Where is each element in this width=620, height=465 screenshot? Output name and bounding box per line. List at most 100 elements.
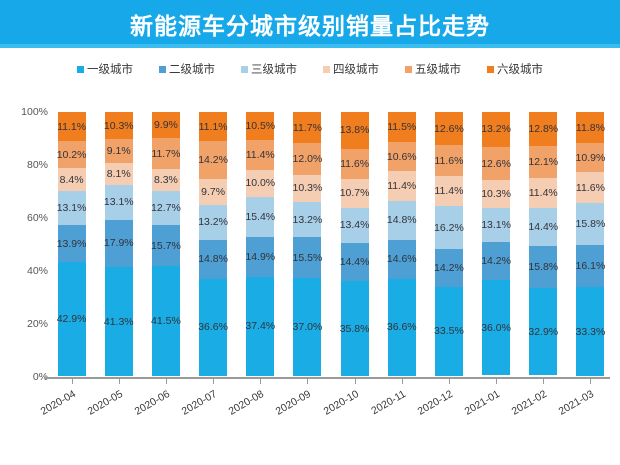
- legend-item[interactable]: 三级城市: [241, 61, 297, 77]
- bar-segment[interactable]: 14.6%: [387, 239, 417, 279]
- bar-segment[interactable]: 11.6%: [340, 148, 369, 180]
- bar-segment-label: 11.1%: [57, 120, 87, 133]
- bar-segment-label: 11.4%: [245, 148, 275, 161]
- bar-segment[interactable]: 10.6%: [387, 142, 417, 171]
- bar-segment[interactable]: 15.4%: [245, 196, 275, 238]
- legend-item[interactable]: 六级城市: [487, 61, 543, 77]
- bar-segment[interactable]: 10.0%: [245, 170, 275, 197]
- bar-segment[interactable]: 13.8%: [340, 112, 369, 149]
- bar-segment-label: 41.5%: [151, 315, 181, 328]
- bar-segment[interactable]: 11.4%: [434, 176, 463, 207]
- bar-segment[interactable]: 13.2%: [198, 204, 228, 240]
- bar-segment[interactable]: 32.9%: [528, 288, 558, 376]
- bar-segment[interactable]: 12.7%: [151, 191, 181, 225]
- bar-segment[interactable]: 11.4%: [245, 139, 275, 171]
- legend-swatch-icon: [77, 65, 84, 73]
- bar-segment[interactable]: 41.3%: [104, 266, 134, 377]
- bar-segment[interactable]: 37.0%: [293, 278, 322, 377]
- bar-column[interactable]: 9.9% 11.7% 8.3% 12.7% 15.7% 41.5%: [151, 112, 181, 377]
- bar-segment[interactable]: 33.3%: [576, 287, 605, 376]
- bar-segment[interactable]: 10.5%: [245, 112, 275, 140]
- bar-segment[interactable]: 12.6%: [434, 112, 464, 146]
- bar-segment[interactable]: 36.0%: [481, 279, 511, 376]
- bar-segment[interactable]: 11.8%: [576, 112, 605, 144]
- legend-swatch-icon: [323, 65, 330, 73]
- bar-segment[interactable]: 14.8%: [198, 239, 228, 279]
- bar-segment[interactable]: 14.4%: [528, 208, 558, 247]
- bar-column[interactable]: 13.2% 12.6% 10.3% 13.1% 14.2% 36.0%: [481, 112, 511, 377]
- bar-segment[interactable]: 9.9%: [151, 112, 180, 139]
- x-axis-tickmark: [118, 379, 120, 384]
- bar-segment[interactable]: 8.4%: [57, 168, 86, 191]
- bar-segment[interactable]: 10.3%: [293, 174, 322, 203]
- bar-segment[interactable]: 12.8%: [528, 112, 558, 146]
- legend-item[interactable]: 一级城市: [77, 61, 133, 77]
- bar-segment[interactable]: 10.2%: [57, 141, 86, 169]
- bar-column[interactable]: 11.1% 14.2% 9.7% 13.2% 14.8% 36.6%: [198, 112, 228, 377]
- bar-column[interactable]: 10.5% 11.4% 10.0% 15.4% 14.9% 37.4%: [245, 112, 275, 377]
- bar-segment[interactable]: 13.2%: [293, 202, 322, 238]
- bar-segment[interactable]: 15.5%: [293, 237, 322, 279]
- bar-segment[interactable]: 15.8%: [576, 202, 605, 245]
- bar-segment[interactable]: 37.4%: [245, 276, 275, 376]
- bar-segment[interactable]: 11.7%: [293, 112, 322, 143]
- legend-item[interactable]: 二级城市: [159, 61, 215, 77]
- x-axis-tickmark: [354, 379, 356, 384]
- bar-segment[interactable]: 14.2%: [198, 141, 228, 180]
- bar-segment[interactable]: 11.1%: [57, 112, 87, 142]
- bar-column[interactable]: 11.5% 10.6% 11.4% 14.8% 14.6% 36.6%: [387, 112, 417, 377]
- bar-segment[interactable]: 15.8%: [528, 246, 558, 289]
- bar-segment[interactable]: 14.4%: [340, 243, 369, 282]
- bar-segment[interactable]: 13.9%: [57, 225, 86, 263]
- bar-segment[interactable]: 16.2%: [434, 206, 464, 250]
- bar-segment[interactable]: 12.6%: [481, 146, 511, 181]
- bar-column[interactable]: 11.7% 12.0% 10.3% 13.2% 15.5% 37.0%: [293, 112, 322, 377]
- bar-segment[interactable]: 35.8%: [340, 281, 369, 377]
- bar-segment[interactable]: 13.1%: [481, 207, 511, 243]
- bar-segment[interactable]: 16.1%: [576, 244, 605, 288]
- bar-segment[interactable]: 33.5%: [434, 286, 464, 376]
- bar-column[interactable]: 10.3% 9.1% 8.1% 13.1% 17.9% 41.3%: [104, 112, 134, 377]
- legend-item[interactable]: 四级城市: [323, 61, 379, 77]
- bar-column[interactable]: 12.6% 11.6% 11.4% 16.2% 14.2% 33.5%: [434, 112, 464, 377]
- bar-segment[interactable]: 10.3%: [481, 180, 511, 208]
- bar-segment[interactable]: 10.3%: [104, 112, 134, 140]
- bar-segment[interactable]: 11.6%: [434, 145, 463, 177]
- bar-segment[interactable]: 12.0%: [293, 143, 322, 175]
- bar-segment-label: 10.3%: [481, 187, 511, 200]
- bar-segment[interactable]: 36.6%: [387, 278, 417, 376]
- bar-segment[interactable]: 13.1%: [57, 190, 86, 226]
- bar-segment[interactable]: 41.5%: [151, 266, 181, 377]
- bar-segment[interactable]: 42.9%: [57, 262, 86, 376]
- y-axis-tick-label: 80%: [26, 159, 48, 171]
- bar-segment[interactable]: 11.6%: [576, 172, 605, 203]
- bar-segment[interactable]: 9.1%: [104, 139, 133, 164]
- legend-item[interactable]: 五级城市: [405, 61, 461, 77]
- bar-segment[interactable]: 9.7%: [199, 179, 228, 205]
- bar-segment[interactable]: 15.7%: [151, 224, 181, 267]
- bar-segment-label: 14.2%: [481, 255, 511, 268]
- bar-segment[interactable]: 13.4%: [340, 207, 369, 244]
- bar-segment[interactable]: 11.1%: [199, 112, 228, 142]
- bar-segment[interactable]: 13.2%: [481, 112, 511, 147]
- bar-column[interactable]: 13.8% 11.6% 10.7% 13.4% 14.4% 35.8%: [340, 112, 369, 377]
- bar-segment[interactable]: 11.5%: [387, 112, 416, 143]
- bar-segment[interactable]: 17.9%: [104, 219, 134, 267]
- bar-segment[interactable]: 8.3%: [151, 169, 180, 192]
- bar-segment[interactable]: 11.7%: [151, 138, 180, 170]
- bar-segment[interactable]: 14.8%: [387, 200, 417, 240]
- bar-segment[interactable]: 14.2%: [434, 249, 464, 287]
- bar-segment[interactable]: 10.7%: [340, 179, 369, 208]
- bar-segment[interactable]: 13.1%: [104, 184, 134, 220]
- bar-column[interactable]: 11.8% 10.9% 11.6% 15.8% 16.1% 33.3%: [576, 112, 605, 377]
- bar-segment[interactable]: 36.6%: [198, 278, 228, 376]
- bar-column[interactable]: 11.1% 10.2% 8.4% 13.1% 13.9% 42.9%: [57, 112, 87, 377]
- bar-column[interactable]: 12.8% 12.1% 11.4% 14.4% 15.8% 32.9%: [528, 112, 558, 377]
- bar-segment[interactable]: 10.9%: [576, 143, 605, 173]
- bar-segment[interactable]: 8.1%: [104, 163, 133, 185]
- bar-segment[interactable]: 11.4%: [529, 177, 558, 209]
- bar-segment[interactable]: 12.1%: [528, 145, 558, 178]
- bar-segment[interactable]: 14.9%: [245, 237, 275, 277]
- bar-segment[interactable]: 11.4%: [387, 170, 416, 201]
- bar-segment[interactable]: 14.2%: [481, 242, 511, 280]
